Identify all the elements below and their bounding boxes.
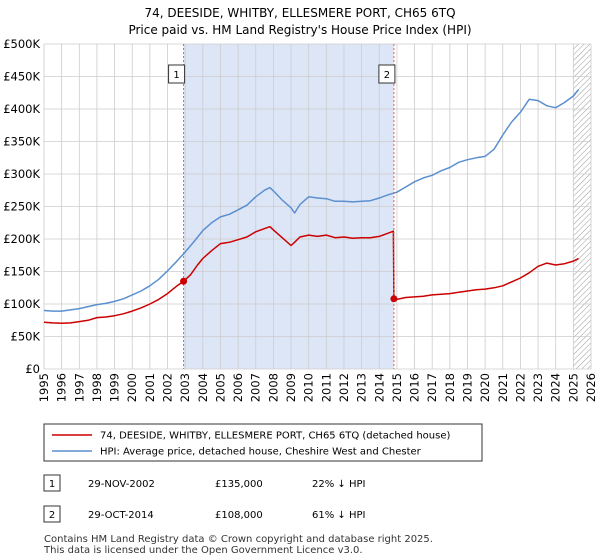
table-row-date: 29-OCT-2014 bbox=[88, 510, 154, 521]
chart-title: 74, DEESIDE, WHITBY, ELLESMERE PORT, CH6… bbox=[144, 6, 455, 20]
x-tick-label: 2007 bbox=[249, 373, 263, 402]
y-tick-label: £0 bbox=[25, 362, 40, 376]
x-tick-label: 2006 bbox=[231, 373, 245, 402]
chart-subtitle: Price paid vs. HM Land Registry's House … bbox=[128, 23, 471, 37]
y-tick-label: £450K bbox=[3, 70, 40, 84]
x-tick-label: 1999 bbox=[108, 373, 122, 402]
y-tick-label: £500K bbox=[3, 37, 40, 51]
y-tick-label: £400K bbox=[3, 102, 40, 116]
x-tick-label: 1997 bbox=[72, 373, 86, 402]
footer-licence: This data is licensed under the Open Gov… bbox=[43, 545, 363, 556]
sale-point bbox=[390, 295, 398, 303]
table-row-price: £135,000 bbox=[215, 479, 263, 490]
grid bbox=[43, 43, 592, 370]
table-row-price: £108,000 bbox=[215, 510, 263, 521]
table-row-badge bbox=[43, 505, 61, 523]
y-tick-label: £50K bbox=[11, 330, 41, 344]
sale-marker-label: 2 bbox=[384, 70, 390, 81]
y-tick-label: £300K bbox=[3, 167, 40, 181]
x-tick-label: 2001 bbox=[143, 373, 157, 402]
x-tick-label: 2010 bbox=[302, 373, 316, 402]
x-tick-label: 2026 bbox=[584, 373, 598, 402]
sale-marker-box bbox=[168, 64, 186, 84]
x-tick-label: 2020 bbox=[478, 373, 492, 402]
sale-marker-label: 1 bbox=[173, 70, 179, 81]
x-tick-label: 2019 bbox=[460, 373, 474, 402]
y-tick-label: £100K bbox=[3, 297, 40, 311]
y-tick-label: £250K bbox=[3, 200, 40, 214]
table-row: 1 29-NOV-2002 £135,000 22% ↓ HPI bbox=[43, 474, 365, 492]
x-tick-label: 2000 bbox=[125, 373, 139, 402]
x-tick-label: 2004 bbox=[196, 373, 210, 402]
x-tick-label: 2023 bbox=[531, 373, 545, 402]
x-tick-label: 2021 bbox=[496, 373, 510, 402]
legend-label-price: 74, DEESIDE, WHITBY, ELLESMERE PORT, CH6… bbox=[100, 431, 450, 442]
x-axis: 1995 1996 1997 1998 1999 2000 2001 2002 2003 2004… bbox=[37, 373, 598, 402]
x-tick-label: 2024 bbox=[549, 373, 563, 402]
table-row-number: 2 bbox=[49, 510, 55, 521]
sale-marker-box bbox=[378, 64, 396, 84]
table-row-number: 1 bbox=[49, 479, 55, 490]
x-tick-label: 2022 bbox=[513, 373, 527, 402]
sale-point bbox=[180, 277, 188, 285]
x-tick-label: 2009 bbox=[284, 373, 298, 402]
x-tick-label: 2011 bbox=[319, 373, 333, 402]
x-tick-label: 2016 bbox=[408, 373, 422, 402]
x-tick-label: 2003 bbox=[178, 373, 192, 402]
x-tick-label: 2015 bbox=[390, 373, 404, 402]
x-tick-label: 2018 bbox=[443, 373, 457, 402]
x-tick-label: 2014 bbox=[372, 373, 386, 402]
table-row-hpi: 61% ↓ HPI bbox=[312, 510, 365, 521]
x-tick-label: 1995 bbox=[37, 373, 51, 402]
series-line-price bbox=[44, 225, 579, 324]
legend-box bbox=[43, 423, 483, 462]
x-tick-label: 1996 bbox=[55, 373, 69, 402]
x-tick-label: 2017 bbox=[425, 373, 439, 402]
y-axis: £0 £50K £100K £150K £200K £250K £300K £350K £400… bbox=[3, 37, 40, 376]
y-tick-label: £150K bbox=[3, 265, 40, 279]
y-tick-label: £350K bbox=[3, 135, 40, 149]
x-tick-label: 2002 bbox=[161, 373, 175, 402]
table-row-hpi: 22% ↓ HPI bbox=[312, 479, 365, 490]
table-row-badge bbox=[43, 474, 61, 492]
series-line-hpi bbox=[44, 89, 580, 312]
series-layer bbox=[44, 89, 580, 324]
x-tick-label: 1998 bbox=[90, 373, 104, 402]
table-row: 2 29-OCT-2014 £108,000 61% ↓ HPI bbox=[43, 505, 365, 523]
x-tick-label: 2005 bbox=[213, 373, 227, 402]
footer-copyright: Contains HM Land Registry data © Crown c… bbox=[44, 534, 433, 545]
x-tick-label: 2008 bbox=[266, 373, 280, 402]
legend: 74, DEESIDE, WHITBY, ELLESMERE PORT, CH6… bbox=[43, 423, 483, 462]
transactions-table: 1 29-NOV-2002 £135,000 22% ↓ HPI 2 29-OC… bbox=[43, 474, 365, 523]
y-tick-label: £200K bbox=[3, 232, 40, 246]
x-tick-label: 2025 bbox=[566, 373, 580, 402]
x-tick-label: 2012 bbox=[337, 373, 351, 402]
table-row-date: 29-NOV-2002 bbox=[88, 479, 155, 490]
x-tick-label: 2013 bbox=[355, 373, 369, 402]
legend-label-hpi: HPI: Average price, detached house, Ches… bbox=[100, 447, 422, 458]
